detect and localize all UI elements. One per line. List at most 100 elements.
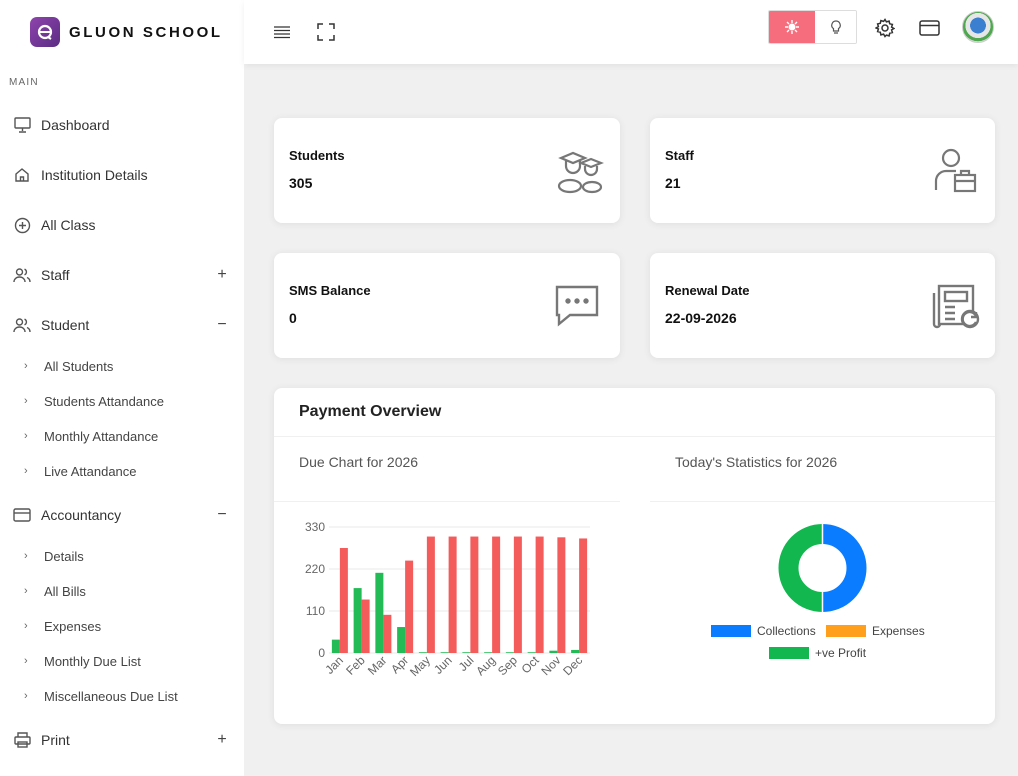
- collapse-icon[interactable]: −: [217, 316, 227, 333]
- sub-live-attandance[interactable]: › Live Attandance: [0, 459, 244, 483]
- nav-all-class[interactable]: All Class: [0, 210, 244, 240]
- fullscreen-icon[interactable]: [316, 22, 336, 42]
- nav-dashboard[interactable]: Dashboard: [0, 110, 244, 140]
- stat-value: 0: [289, 310, 297, 326]
- legend-collections[interactable]: Collections: [711, 624, 816, 638]
- sub-details[interactable]: › Details: [0, 544, 244, 568]
- stat-value: 21: [665, 175, 681, 191]
- bar: [440, 652, 449, 653]
- nav-label: Dashboard: [41, 117, 110, 133]
- bar: [492, 536, 501, 653]
- bar: [426, 536, 435, 653]
- collapse-icon[interactable]: −: [217, 506, 227, 523]
- bar: [448, 536, 457, 653]
- graduates-icon: [556, 148, 604, 194]
- user-avatar[interactable]: [962, 11, 994, 43]
- plus-circle-icon: [13, 216, 31, 234]
- bar: [549, 650, 558, 653]
- chevron-right-icon: ›: [24, 620, 28, 632]
- stat-card-staff: Staff 21: [650, 118, 995, 223]
- chevron-right-icon: ›: [24, 690, 28, 702]
- x-tick-label: May: [407, 653, 433, 679]
- lightbulb-icon[interactable]: [815, 11, 856, 43]
- sub-label: Details: [44, 548, 84, 564]
- x-tick-label: Nov: [539, 653, 564, 678]
- bar: [557, 537, 566, 653]
- expand-icon[interactable]: +: [217, 731, 227, 748]
- legend-label: +ve Profit: [815, 646, 867, 660]
- sub-all-students[interactable]: › All Students: [0, 354, 244, 378]
- credit-card-icon[interactable]: [918, 18, 940, 38]
- users-icon: [13, 316, 31, 334]
- stat-card-students: Students 305: [274, 118, 620, 223]
- stat-title: Staff: [665, 148, 694, 163]
- nav-student[interactable]: Student −: [0, 310, 244, 340]
- settings-gear-icon[interactable]: [874, 17, 896, 39]
- legend-swatch: [826, 625, 866, 637]
- legend-swatch: [711, 625, 751, 637]
- nav-accountancy[interactable]: Accountancy −: [0, 500, 244, 530]
- x-tick-label: Feb: [343, 653, 368, 678]
- bar: [375, 572, 384, 653]
- sub-label: All Students: [44, 358, 114, 374]
- bar: [571, 649, 580, 653]
- sub-monthly-attandance[interactable]: › Monthly Attandance: [0, 424, 244, 448]
- chevron-right-icon: ›: [24, 585, 28, 597]
- message-icon: [554, 283, 602, 329]
- x-tick-label: Aug: [473, 653, 498, 678]
- expand-icon[interactable]: +: [217, 266, 227, 283]
- bar: [535, 536, 544, 653]
- menu-toggle-icon[interactable]: [272, 22, 292, 42]
- nav-label: All Class: [41, 217, 96, 233]
- divider: [274, 436, 995, 437]
- users-icon: [13, 266, 31, 284]
- sub-students-attandance[interactable]: › Students Attandance: [0, 389, 244, 413]
- nav-institution-details[interactable]: Institution Details: [0, 160, 244, 190]
- bar: [470, 536, 479, 653]
- brand-logo-icon: [30, 17, 60, 47]
- stat-title: Renewal Date: [665, 283, 750, 298]
- statistics-donut-chart: [778, 524, 867, 612]
- stat-value: 22-09-2026: [665, 310, 737, 326]
- bar: [484, 652, 493, 653]
- sidebar: GLUON SCHOOL MAIN Dashboard Institution …: [0, 0, 244, 776]
- nav-label: Accountancy: [41, 507, 122, 523]
- divider: [650, 501, 995, 502]
- bar: [353, 588, 362, 653]
- chevron-right-icon: ›: [24, 395, 28, 407]
- statistics-title: Today's Statistics for 2026: [675, 454, 838, 470]
- sub-expenses[interactable]: › Expenses: [0, 614, 244, 638]
- y-tick-label: 330: [305, 520, 325, 534]
- brand[interactable]: GLUON SCHOOL: [0, 0, 244, 64]
- nav-staff[interactable]: Staff +: [0, 260, 244, 290]
- y-tick-label: 220: [305, 562, 325, 576]
- bar: [405, 560, 414, 653]
- dark-theme-icon[interactable]: [769, 11, 815, 43]
- sub-monthly-due-list[interactable]: › Monthly Due List: [0, 649, 244, 673]
- bar: [339, 548, 348, 653]
- home-icon: [13, 166, 31, 184]
- stat-title: SMS Balance: [289, 283, 371, 298]
- legend-profit[interactable]: +ve Profit: [769, 646, 866, 660]
- sub-label: Miscellaneous Due List: [44, 688, 178, 704]
- theme-toggle[interactable]: [768, 10, 857, 44]
- nav-label: Print: [41, 732, 70, 748]
- sub-label: All Bills: [44, 583, 86, 599]
- legend-label: Expenses: [872, 624, 925, 638]
- sub-miscellaneous-due-list[interactable]: › Miscellaneous Due List: [0, 684, 244, 708]
- payment-overview-title: Payment Overview: [299, 403, 442, 420]
- x-tick-label: Sep: [495, 653, 520, 678]
- x-tick-label: Jun: [431, 653, 455, 677]
- legend-expenses[interactable]: Expenses: [826, 624, 925, 638]
- staff-icon: [931, 148, 979, 194]
- printer-icon: [13, 731, 31, 749]
- stat-value: 305: [289, 175, 313, 191]
- monitor-icon: [13, 116, 31, 134]
- renewal-icon: [931, 283, 980, 329]
- nav-print[interactable]: Print +: [0, 725, 244, 755]
- bar: [361, 599, 370, 653]
- x-tick-label: Mar: [365, 653, 390, 678]
- sub-all-bills[interactable]: › All Bills: [0, 579, 244, 603]
- sub-label: Students Attandance: [44, 393, 164, 409]
